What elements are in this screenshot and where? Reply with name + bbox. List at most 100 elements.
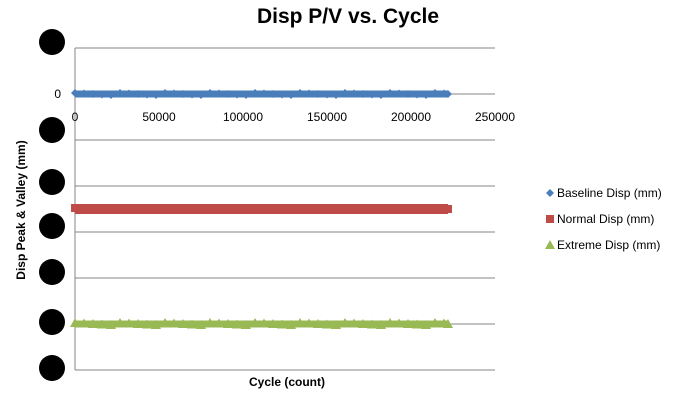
data-point — [215, 89, 223, 98]
data-point — [133, 319, 143, 328]
data-point — [152, 91, 160, 99]
data-point — [98, 90, 106, 99]
data-point — [403, 319, 413, 328]
data-point — [188, 205, 196, 214]
data-point — [250, 318, 260, 327]
data-point — [431, 89, 439, 97]
redaction-mark — [39, 213, 65, 239]
data-point — [269, 90, 277, 98]
data-point — [412, 319, 422, 329]
tick-layer: 00 50000 100000 150000 200000 250000 — [39, 29, 515, 381]
data-point — [287, 206, 295, 214]
data-point — [161, 204, 169, 212]
data-point — [332, 91, 340, 99]
data-point — [350, 204, 358, 213]
data-point — [260, 204, 268, 213]
data-point — [341, 89, 349, 97]
data-point — [442, 319, 453, 328]
data-point — [143, 90, 151, 99]
data-point — [80, 204, 88, 213]
data-point — [296, 89, 304, 97]
data-point — [287, 91, 295, 99]
data-point — [332, 206, 340, 214]
data-point — [179, 205, 187, 213]
data-point — [161, 89, 169, 97]
data-point — [323, 90, 331, 99]
data-point — [430, 318, 440, 327]
data-point — [368, 205, 376, 214]
legend-label: Baseline Disp (mm) — [557, 186, 662, 200]
data-point — [242, 206, 250, 214]
legend-item: Baseline Disp (mm) — [546, 186, 662, 200]
data-point — [187, 319, 197, 329]
data-point — [278, 90, 286, 99]
legend-marker — [546, 215, 554, 223]
data-point — [142, 319, 152, 329]
data-point — [358, 319, 368, 328]
data-point — [413, 90, 421, 99]
data-point — [134, 90, 142, 98]
data-point — [251, 89, 259, 97]
legend-marker — [545, 240, 555, 249]
data-point — [151, 320, 161, 329]
data-point — [89, 205, 97, 213]
series-1 — [71, 204, 452, 214]
x-tick-label: 150000 — [307, 110, 347, 124]
legend-item: Normal Disp (mm) — [546, 212, 654, 226]
data-point — [340, 318, 350, 327]
data-point — [169, 318, 179, 328]
data-point — [368, 90, 376, 99]
data-point — [305, 204, 313, 213]
data-point — [97, 319, 107, 329]
data-point — [314, 205, 322, 213]
x-tick-label: 250000 — [475, 110, 515, 124]
data-point — [107, 206, 115, 214]
data-point — [197, 206, 205, 214]
data-point — [88, 319, 98, 328]
x-tick-label: 50000 — [142, 110, 176, 124]
data-point — [259, 318, 269, 328]
data-point — [359, 90, 367, 98]
data-point — [160, 318, 170, 327]
data-point — [188, 90, 196, 99]
data-point — [170, 204, 178, 213]
data-point — [331, 320, 341, 329]
data-point — [367, 319, 377, 329]
data-point — [404, 90, 412, 98]
data-point — [376, 320, 386, 329]
chart-title: Disp P/V vs. Cycle — [257, 5, 439, 28]
data-point — [386, 204, 394, 212]
data-point — [386, 89, 394, 97]
data-point — [277, 319, 287, 329]
data-point — [385, 318, 395, 327]
data-point — [106, 320, 116, 329]
x-tick-label: 0 — [72, 110, 79, 124]
data-point — [206, 89, 214, 97]
data-point — [71, 89, 79, 97]
data-point — [260, 89, 268, 98]
data-point — [71, 204, 79, 212]
x-tick-label: 100000 — [223, 110, 263, 124]
data-point — [349, 318, 359, 328]
data-point — [152, 206, 160, 214]
data-point — [322, 319, 332, 329]
legend-label: Extreme Disp (mm) — [557, 238, 660, 252]
legend-item: Extreme Disp (mm) — [545, 238, 660, 252]
series-2 — [70, 318, 453, 329]
redaction-mark — [39, 309, 65, 335]
redaction-mark — [39, 29, 65, 55]
data-point — [196, 320, 206, 329]
data-point — [214, 318, 224, 328]
data-point — [241, 320, 251, 329]
data-point — [206, 204, 214, 212]
data-point — [125, 89, 133, 98]
data-point — [314, 90, 322, 98]
series-layer — [70, 89, 453, 329]
data-point — [205, 318, 215, 327]
data-point — [242, 91, 250, 99]
x-tick-label: 200000 — [391, 110, 431, 124]
data-point — [395, 89, 403, 98]
data-point — [232, 319, 242, 329]
data-point — [394, 318, 404, 328]
